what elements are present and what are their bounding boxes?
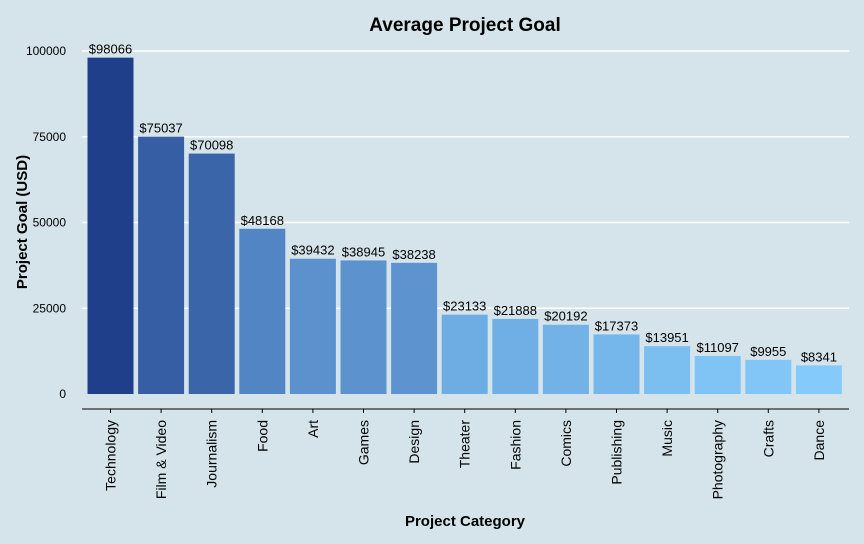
x-tick-label: Publishing [609, 420, 625, 485]
bar [87, 57, 134, 395]
data-label: $11097 [696, 340, 738, 355]
data-label: $21888 [494, 303, 537, 318]
bar [694, 355, 741, 394]
x-tick-label: Design [406, 420, 422, 464]
bar [239, 228, 286, 394]
data-label: $23133 [443, 299, 486, 314]
data-label: $8341 [801, 349, 837, 364]
bar [188, 153, 235, 394]
y-tick-label: 25000 [33, 301, 67, 315]
x-tick-label: Theater [457, 420, 473, 469]
data-label: $98066 [89, 42, 132, 57]
bar [795, 365, 842, 394]
bar [745, 359, 792, 394]
data-labels: $98066 $75037 $70098 $48168 $39432 $38945 $382… [89, 42, 837, 365]
bar [593, 334, 640, 394]
bar [289, 258, 336, 394]
x-tick-label: Film & Video [153, 420, 169, 499]
y-axis: 0 25000 50000 75000 100000 [26, 44, 66, 401]
x-tick-label: Journalism [204, 420, 220, 488]
x-tick-label: Photography [710, 420, 726, 499]
bar [340, 260, 387, 394]
data-label: $38238 [392, 247, 435, 262]
data-label: $70098 [190, 138, 233, 153]
x-tick-label: Games [356, 420, 372, 465]
x-axis: Technology Film & Video Journalism Food Art G… [82, 408, 849, 499]
y-tick-label: 0 [59, 387, 66, 401]
y-axis-title: Project Goal (USD) [14, 155, 31, 289]
chart-title: Average Project Goal [369, 15, 560, 36]
data-label: $38945 [342, 244, 385, 259]
bar [644, 346, 691, 394]
bar [441, 314, 488, 394]
bar [391, 262, 438, 394]
x-tick-label: Crafts [760, 420, 776, 457]
x-tick-label: Art [305, 420, 321, 438]
bar [492, 318, 539, 394]
data-label: $20192 [544, 309, 587, 324]
data-label: $39432 [291, 243, 334, 258]
data-label: $17373 [595, 318, 638, 333]
data-label: $75037 [139, 121, 182, 136]
data-label: $9955 [750, 344, 786, 359]
y-tick-label: 75000 [33, 130, 67, 144]
bars [87, 57, 842, 395]
x-tick-label: Technology [103, 420, 119, 491]
data-label: $13951 [645, 330, 688, 345]
y-tick-label: 100000 [26, 44, 66, 58]
y-tick-label: 50000 [33, 216, 67, 230]
x-tick-label: Fashion [507, 420, 523, 470]
bar [138, 136, 185, 394]
bar [542, 324, 589, 394]
x-tick-label: Comics [558, 420, 574, 467]
x-axis-title: Project Category [405, 513, 526, 530]
x-tick-label: Food [254, 420, 270, 452]
x-tick-label: Music [659, 420, 675, 457]
x-tick-label: Dance [811, 420, 827, 461]
data-label: $48168 [241, 213, 284, 228]
